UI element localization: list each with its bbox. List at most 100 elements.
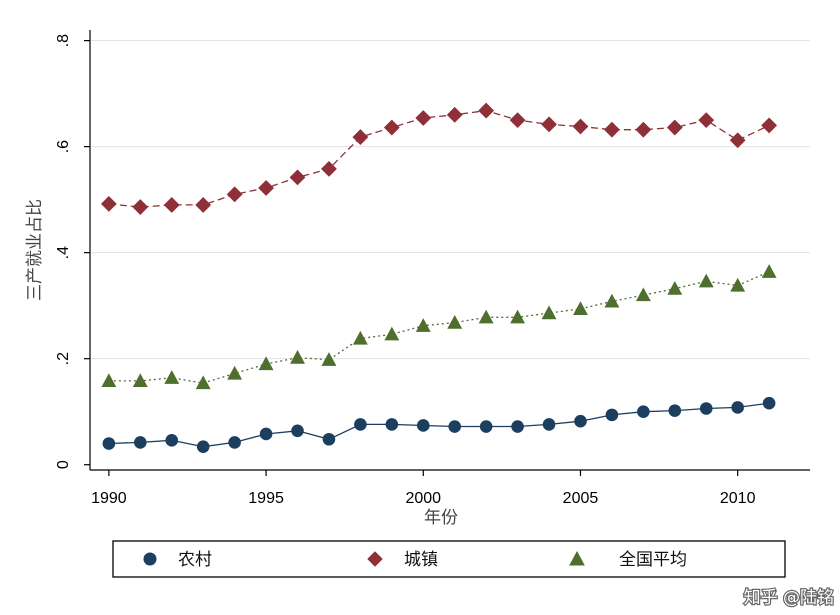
x-tick-label: 2000 [405,490,441,507]
series-line [108,402,770,448]
data-point [195,197,212,213]
data-point [478,102,495,119]
legend-label-urban: 城镇 [404,550,438,570]
data-point [101,373,117,388]
data-point [572,118,589,135]
series-3 [101,264,777,390]
data-point [541,305,557,320]
watermark-text: 知乎 @陆铭 [744,588,834,608]
data-point [100,195,117,212]
data-point [289,169,306,186]
data-point [385,418,399,431]
gridlines [90,40,810,360]
x-tick-label: 2005 [563,490,599,507]
x-axis-title: 年份 [424,508,458,528]
x-tick-label: 2010 [720,490,756,507]
series-1 [102,396,776,453]
x-tick-label: 1990 [91,490,127,507]
data-point [698,273,714,288]
data-point [352,330,368,345]
y-tick-label: .4 [55,246,72,259]
data-point [291,424,304,438]
data-point [762,396,776,410]
data-point [415,110,432,126]
y-tick-label: 0 [55,460,72,469]
data-point [321,352,337,366]
data-point [604,293,620,308]
data-point [761,117,778,134]
data-point [227,365,243,380]
y-tick-label: .2 [55,352,72,365]
data-point [730,277,746,292]
data-point [321,160,337,177]
data-point [666,119,683,136]
series-line [108,109,770,208]
data-point [259,427,273,441]
legend-marker-urban [367,551,383,567]
data-point [478,309,494,324]
axes [89,30,810,471]
data-point [511,420,524,433]
legend-label-national: 全国平均 [619,550,687,570]
data-point [322,432,336,446]
data-point [226,186,243,203]
data-point [446,106,463,123]
data-point [258,356,274,371]
y-ticks: 0 .2 .4 .6 .8 [55,34,90,469]
data-point [541,116,557,133]
data-point [604,121,620,138]
data-point [448,420,462,433]
data-point [574,414,587,428]
series-line [108,271,770,384]
data-point [699,402,713,415]
x-ticks: 1990 1995 2000 2005 2010 [91,470,756,507]
data-point [383,119,400,136]
x-tick-label: 1995 [248,490,284,507]
data-point [637,405,650,418]
data-point [635,121,652,138]
data-point [415,318,431,332]
data-point [635,287,651,302]
data-point [354,418,367,431]
data-point [132,373,148,388]
data-point [479,420,493,433]
data-point [132,199,149,215]
data-point [447,314,463,329]
data-point [542,418,556,431]
series-2 [100,102,778,215]
data-point [165,434,179,447]
data-point [729,132,746,149]
data-point [509,112,526,129]
data-point [352,129,369,145]
data-point [731,401,744,414]
data-point [761,264,777,278]
legend-marker-national [569,550,585,566]
y-tick-label: .6 [55,140,72,153]
legend-label-rural: 农村 [178,550,212,570]
series [100,102,778,453]
data-point [416,419,430,432]
data-point [196,440,210,453]
data-point [164,370,180,384]
data-point [667,281,683,295]
data-point [668,404,682,417]
legend-box [112,540,786,578]
data-point [698,112,715,129]
data-point [605,408,619,422]
data-point [102,437,116,450]
y-tick-label: .8 [55,34,72,47]
data-point [384,326,400,341]
data-point [258,180,274,196]
data-point [573,301,588,315]
data-point [163,197,180,213]
data-point [134,436,147,449]
data-point [195,375,211,390]
legend-marker-rural [143,552,157,566]
data-point [510,309,526,324]
data-point [290,349,305,364]
y-axis-title: 三产就业占比 [25,199,45,301]
legend: 农村 城镇 全国平均 [112,540,786,578]
data-point [228,436,241,449]
